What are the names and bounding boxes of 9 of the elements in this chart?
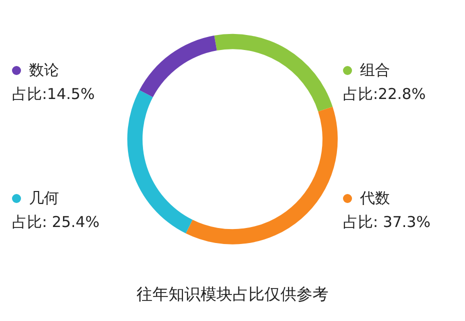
text: 往年知识模块占比仅供参考	[136, 284, 328, 304]
data-label: 占比: 37.3%	[343, 212, 430, 233]
data-label: 占比:14.5%	[12, 84, 95, 105]
legend-label: 几何	[29, 188, 59, 209]
legend-label: 代数	[360, 188, 390, 209]
legend-label: 数论	[29, 60, 59, 81]
data-label: 占比: 25.4%	[12, 212, 100, 233]
data-label: 占比:22.8%	[343, 84, 426, 105]
legend-label: 组合	[360, 60, 390, 81]
